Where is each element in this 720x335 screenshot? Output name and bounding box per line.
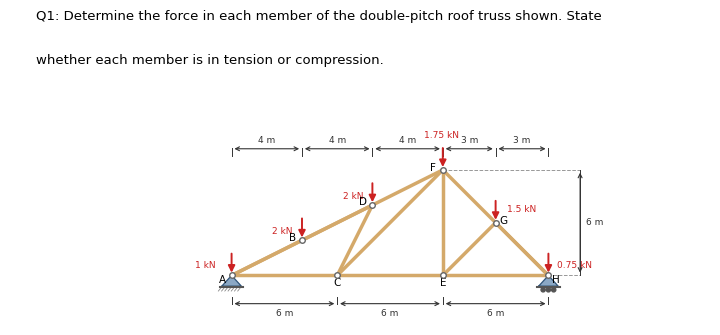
Text: E: E bbox=[439, 278, 446, 288]
Text: 1 kN: 1 kN bbox=[195, 261, 215, 270]
Text: G: G bbox=[500, 216, 508, 226]
Text: 2 kN: 2 kN bbox=[343, 192, 364, 201]
Text: 6 m: 6 m bbox=[276, 309, 293, 318]
Text: whether each member is in tension or compression.: whether each member is in tension or com… bbox=[36, 54, 384, 67]
Text: 6 m: 6 m bbox=[487, 309, 504, 318]
Text: 3 m: 3 m bbox=[461, 136, 478, 145]
Circle shape bbox=[546, 288, 551, 292]
Text: 4 m: 4 m bbox=[328, 136, 346, 145]
Circle shape bbox=[552, 288, 556, 292]
Text: 2 kN: 2 kN bbox=[272, 227, 293, 236]
Text: 4 m: 4 m bbox=[258, 136, 276, 145]
Text: Q1: Determine the force in each member of the double-pitch roof truss shown. Sta: Q1: Determine the force in each member o… bbox=[36, 10, 602, 23]
Text: 6 m: 6 m bbox=[382, 309, 399, 318]
Text: 1.75 kN: 1.75 kN bbox=[423, 131, 459, 140]
Text: H: H bbox=[552, 275, 560, 285]
Text: D: D bbox=[359, 197, 366, 207]
Text: B: B bbox=[289, 232, 296, 243]
Polygon shape bbox=[539, 275, 558, 286]
Polygon shape bbox=[222, 275, 241, 286]
Text: 0.75 kN: 0.75 kN bbox=[557, 261, 593, 270]
Text: 3 m: 3 m bbox=[513, 136, 531, 145]
Text: 4 m: 4 m bbox=[399, 136, 416, 145]
Text: F: F bbox=[430, 163, 436, 173]
Text: 6 m: 6 m bbox=[586, 218, 603, 227]
Text: 1.5 kN: 1.5 kN bbox=[508, 205, 536, 214]
Text: C: C bbox=[333, 278, 341, 288]
Circle shape bbox=[541, 288, 545, 292]
Text: A: A bbox=[219, 275, 226, 285]
